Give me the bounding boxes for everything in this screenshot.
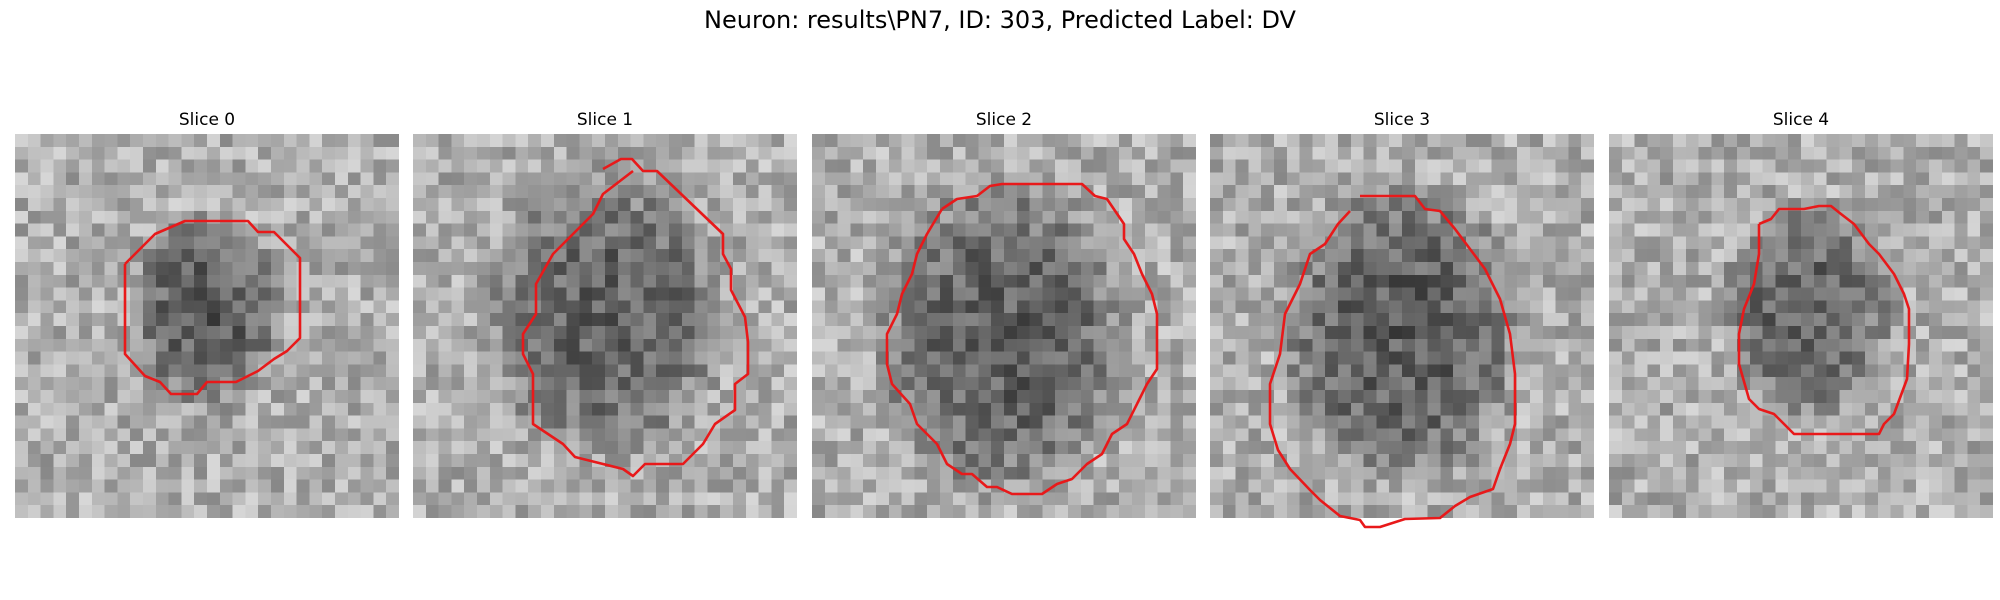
slice-title: Slice 4 <box>1772 110 1830 130</box>
contour-overlay <box>885 182 1159 496</box>
slice-image <box>1210 134 1594 518</box>
contour-overlay <box>123 219 302 396</box>
slice-panel-3: Slice 3 <box>1210 108 1594 529</box>
contour-overlay <box>521 157 750 478</box>
slice-panel-4: Slice 4 <box>1609 108 1993 518</box>
slice-title: Slice 2 <box>975 110 1033 130</box>
slice-panel-2: Slice 2 <box>812 108 1196 518</box>
slice-image <box>812 134 1196 518</box>
figure-title: Neuron: results\PN7, ID: 303, Predicted … <box>704 6 1296 34</box>
cell-contour <box>123 219 302 396</box>
slice-image <box>413 134 797 518</box>
contour-overlay <box>1268 194 1517 529</box>
slice-image <box>15 134 399 518</box>
slice-image <box>1609 134 1993 518</box>
cell-contour <box>1737 204 1911 436</box>
slice-panel-0: Slice 0 <box>15 108 399 518</box>
contour-overlay <box>1737 204 1911 436</box>
slice-panel-1: Slice 1 <box>413 108 797 518</box>
slice-title: Slice 0 <box>178 110 236 130</box>
cell-contour <box>521 157 750 478</box>
slice-title: Slice 3 <box>1373 110 1431 130</box>
slice-title: Slice 1 <box>576 110 634 130</box>
cell-contour <box>1268 194 1517 529</box>
cell-contour <box>885 182 1159 496</box>
